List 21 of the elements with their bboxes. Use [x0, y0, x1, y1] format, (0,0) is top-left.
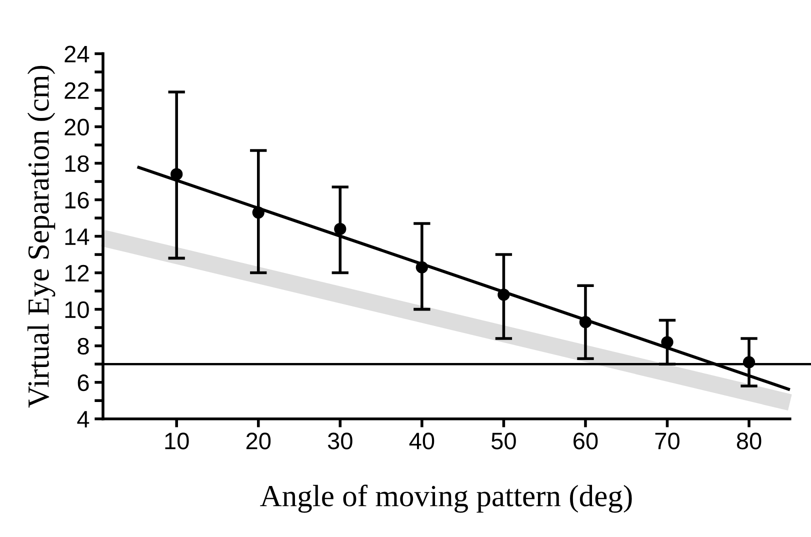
- y-axis-title: Virtual Eye Separation (cm): [27, 66, 56, 408]
- x-tick-label: 20: [246, 432, 271, 450]
- x-tick-label: 30: [328, 432, 352, 450]
- y-tick-label: 6: [78, 374, 89, 392]
- y-tick-label: 12: [65, 264, 89, 282]
- y-tick-label: 14: [65, 228, 90, 245]
- y-tick-label: 4: [77, 411, 90, 428]
- x-tick-label: 10: [165, 432, 189, 450]
- x-tick-label: 50: [492, 432, 516, 450]
- x-tick-label: 80: [736, 432, 762, 450]
- x-tick-label: 40: [409, 432, 434, 450]
- y-tick-label: 18: [65, 155, 89, 172]
- y-tick-label: 16: [65, 192, 89, 209]
- y-tick-label: 10: [65, 301, 89, 318]
- y-tick-label: 24: [64, 46, 90, 62]
- y-tick-label: 8: [78, 338, 89, 355]
- x-tick-label: 70: [655, 432, 680, 450]
- y-tick-label: 20: [64, 118, 89, 136]
- y-tick-label: 22: [64, 82, 89, 99]
- x-axis-title: Angle of moving pattern (deg): [260, 484, 632, 513]
- x-tick-label: 60: [574, 432, 598, 450]
